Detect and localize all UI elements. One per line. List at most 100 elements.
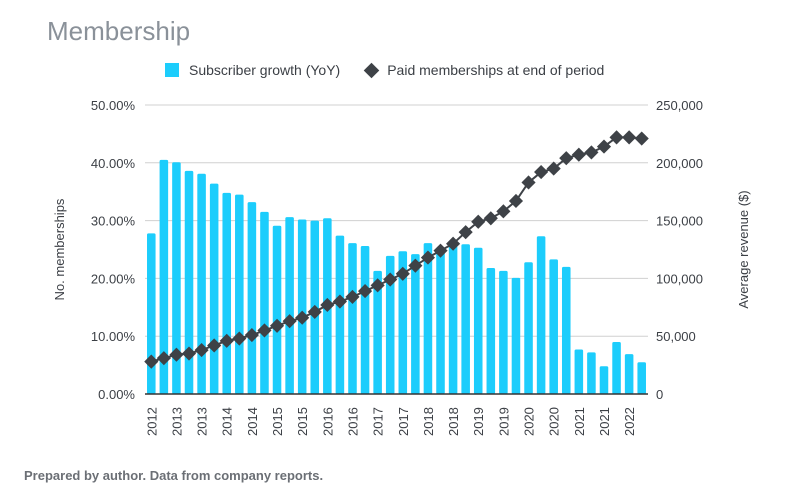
chart-title: Membership bbox=[47, 16, 191, 46]
line-point bbox=[596, 139, 612, 154]
line-series bbox=[151, 136, 642, 363]
line-point bbox=[622, 130, 637, 145]
line-point bbox=[458, 225, 473, 240]
x-tick-label: 2015 bbox=[270, 407, 285, 436]
bar bbox=[574, 349, 584, 394]
bar bbox=[549, 259, 558, 394]
x-tick-label: 2018 bbox=[421, 407, 436, 436]
bar bbox=[448, 246, 458, 394]
line-point bbox=[471, 214, 486, 229]
line-point bbox=[320, 297, 335, 313]
y-tick-label: 40.00% bbox=[91, 156, 136, 171]
line-point bbox=[269, 318, 285, 333]
bar bbox=[172, 162, 181, 394]
bar bbox=[524, 262, 533, 394]
y2-tick-label: 100,000 bbox=[656, 271, 703, 286]
footer-note: Prepared by author. Data from company re… bbox=[24, 468, 324, 483]
line-point bbox=[370, 278, 385, 293]
x-tick-label: 2012 bbox=[144, 407, 159, 436]
x-tick-label: 2021 bbox=[597, 407, 612, 436]
line-point bbox=[232, 331, 247, 346]
bar bbox=[235, 194, 244, 394]
x-tick-label: 2017 bbox=[371, 407, 386, 436]
y2-tick-label: 200,000 bbox=[656, 156, 703, 171]
line-point bbox=[483, 211, 498, 226]
bar bbox=[561, 266, 571, 394]
line-point bbox=[408, 258, 423, 273]
y2-tick-label: 50,000 bbox=[656, 329, 696, 344]
y-axis-title: No. memberships bbox=[52, 198, 67, 300]
line-point bbox=[546, 161, 561, 176]
y2-tick-label: 250,000 bbox=[656, 98, 703, 113]
line-point bbox=[207, 338, 222, 353]
y-tick-label: 50.00% bbox=[91, 98, 136, 113]
y-tick-label: 20.00% bbox=[91, 271, 136, 286]
line-point bbox=[332, 294, 347, 309]
line-point bbox=[169, 347, 184, 362]
line-point bbox=[307, 304, 322, 319]
y-tick-label: 0.00% bbox=[98, 387, 135, 402]
bar bbox=[285, 217, 294, 394]
x-tick-label: 2014 bbox=[245, 407, 260, 436]
bar bbox=[297, 219, 307, 394]
bar bbox=[461, 244, 470, 394]
bar bbox=[260, 211, 269, 394]
bar bbox=[385, 255, 395, 394]
x-tick-label: 2019 bbox=[471, 407, 486, 436]
y2-axis-title: Average revenue ($) bbox=[736, 190, 751, 308]
line-point bbox=[144, 354, 159, 369]
bar bbox=[536, 236, 546, 394]
line-point bbox=[534, 164, 549, 180]
bar bbox=[511, 277, 521, 394]
bar bbox=[637, 362, 646, 394]
x-tick-label: 2014 bbox=[220, 407, 235, 436]
bar bbox=[184, 170, 194, 394]
bar bbox=[473, 247, 483, 394]
line-point bbox=[521, 175, 536, 190]
x-tick-label: 2022 bbox=[622, 407, 637, 436]
line-point bbox=[181, 346, 197, 361]
y-tick-label: 30.00% bbox=[91, 214, 136, 229]
bar bbox=[272, 225, 282, 394]
line-point bbox=[496, 204, 511, 219]
x-tick-label: 2013 bbox=[169, 407, 184, 436]
y-tick-label: 10.00% bbox=[91, 329, 136, 344]
bar bbox=[348, 243, 357, 394]
line-point bbox=[357, 284, 373, 299]
bar bbox=[411, 254, 420, 394]
x-tick-label: 2021 bbox=[572, 407, 587, 436]
bar bbox=[222, 192, 232, 394]
bar bbox=[599, 366, 609, 394]
bar bbox=[398, 251, 408, 394]
x-tick-label: 2016 bbox=[320, 407, 335, 436]
line-point bbox=[257, 323, 272, 338]
bar bbox=[499, 270, 508, 394]
legend: Subscriber growth (YoY) Paid memberships… bbox=[165, 62, 604, 78]
line-point bbox=[446, 236, 461, 251]
bar bbox=[423, 243, 433, 394]
x-tick-label: 2015 bbox=[295, 407, 310, 436]
bar bbox=[587, 352, 596, 394]
line-point bbox=[194, 343, 209, 358]
bar bbox=[612, 341, 621, 394]
y2-tick-label: 150,000 bbox=[656, 214, 703, 229]
bar bbox=[624, 354, 634, 394]
line-point bbox=[609, 130, 624, 145]
line-point bbox=[634, 131, 649, 146]
line-point bbox=[571, 147, 586, 162]
x-tick-label: 2019 bbox=[496, 407, 511, 436]
line-point bbox=[156, 351, 171, 366]
y2-tick-label: 0 bbox=[656, 387, 663, 402]
line-point bbox=[584, 145, 599, 160]
bar bbox=[209, 183, 219, 394]
x-tick-label: 2020 bbox=[547, 407, 562, 436]
legend-bar-label: Subscriber growth (YoY) bbox=[189, 62, 341, 78]
bar bbox=[360, 246, 370, 394]
line-point bbox=[244, 327, 259, 343]
line-point bbox=[295, 310, 310, 325]
line-point bbox=[420, 250, 436, 265]
bar bbox=[486, 267, 496, 394]
line-point bbox=[559, 151, 574, 166]
